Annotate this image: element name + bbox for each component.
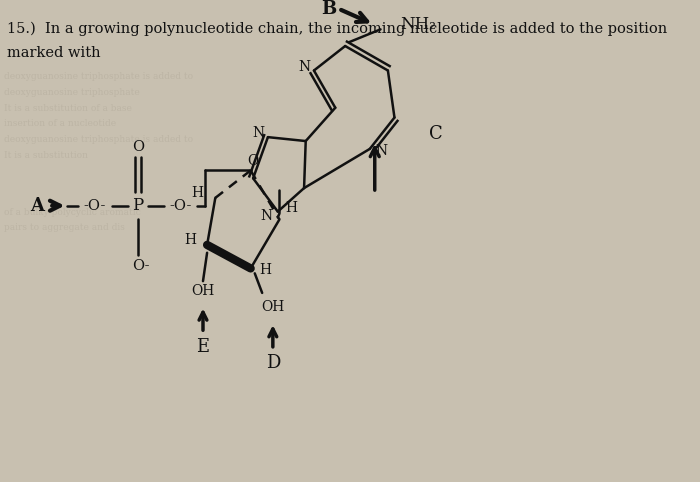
Text: OH: OH <box>191 284 215 298</box>
Text: O: O <box>132 140 144 154</box>
Text: deoxyguanosine triphosphate is added to: deoxyguanosine triphosphate is added to <box>4 72 193 81</box>
Text: deoxyguanosine triphosphate is added to: deoxyguanosine triphosphate is added to <box>4 135 193 144</box>
Text: H: H <box>191 186 203 200</box>
Text: pairs to aggregate and dis: pairs to aggregate and dis <box>4 223 125 232</box>
Text: E: E <box>197 338 209 356</box>
Text: 15.)  In a growing polynucleotide chain, the incoming nucleotide is added to the: 15.) In a growing polynucleotide chain, … <box>8 22 668 36</box>
Text: -O-: -O- <box>169 199 192 213</box>
Text: P: P <box>132 197 144 214</box>
Text: H: H <box>185 233 197 247</box>
Text: It is a substitution: It is a substitution <box>4 151 88 160</box>
Text: N: N <box>298 60 310 74</box>
Text: H: H <box>286 201 298 214</box>
Text: A: A <box>30 197 44 214</box>
Text: B: B <box>321 0 337 18</box>
Text: OH: OH <box>261 300 284 314</box>
Text: It is a substitution of a base: It is a substitution of a base <box>4 104 132 113</box>
Text: O: O <box>248 154 259 168</box>
Text: NH₂: NH₂ <box>400 16 436 33</box>
Text: D: D <box>266 354 280 373</box>
Text: C: C <box>428 125 442 143</box>
Text: marked with: marked with <box>8 46 101 60</box>
Text: O-: O- <box>132 259 150 273</box>
Text: -O-: -O- <box>83 199 106 213</box>
Text: deoxyguanosine triphosphate: deoxyguanosine triphosphate <box>4 88 140 97</box>
Text: of a bulky polycyclic aromatic: of a bulky polycyclic aromatic <box>4 208 141 217</box>
Text: N: N <box>375 144 387 158</box>
Text: insertion of a nucleotide: insertion of a nucleotide <box>4 120 116 129</box>
Text: H: H <box>260 263 272 277</box>
Text: N: N <box>252 126 264 140</box>
Text: N: N <box>260 209 272 223</box>
